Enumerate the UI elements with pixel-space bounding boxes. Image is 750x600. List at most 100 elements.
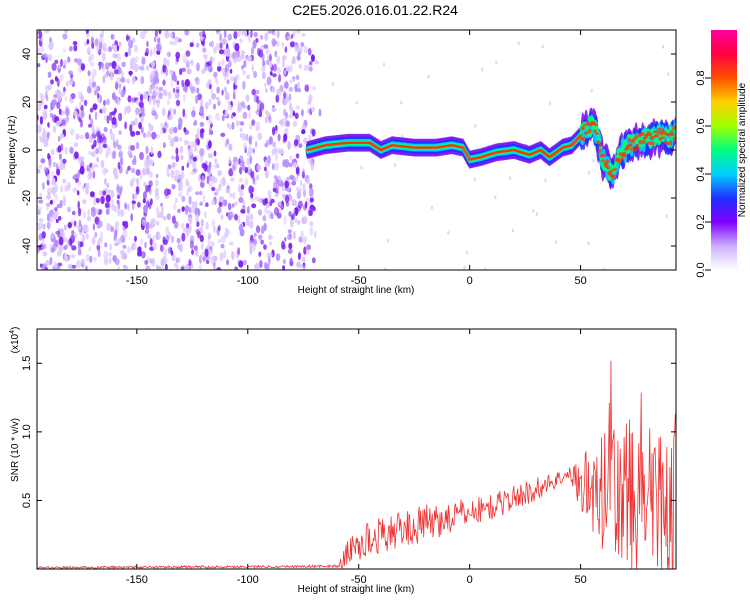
noise-speckle <box>219 33 223 42</box>
noise-speckle <box>287 140 291 150</box>
noise-speckle <box>139 93 144 102</box>
ridge-mark <box>658 136 663 141</box>
noise-speckle <box>661 44 665 49</box>
noise-speckle <box>208 79 212 84</box>
noise-speckle <box>52 213 57 220</box>
noise-speckle <box>200 242 204 250</box>
noise-speckle <box>173 36 179 41</box>
noise-speckle <box>89 62 95 67</box>
noise-speckle <box>131 75 136 85</box>
noise-speckle <box>237 186 242 192</box>
noise-speckle <box>73 142 79 148</box>
noise-speckle <box>308 66 313 72</box>
noise-speckle <box>265 48 270 55</box>
noise-speckle <box>166 51 171 58</box>
noise-speckle <box>78 219 82 227</box>
noise-speckle <box>57 135 61 142</box>
noise-speckle <box>196 87 200 94</box>
noise-speckle <box>247 104 251 111</box>
noise-speckle <box>297 200 303 209</box>
noise-speckle <box>95 197 100 204</box>
noise-speckle <box>242 132 246 137</box>
noise-speckle <box>238 178 244 183</box>
noise-speckle <box>88 135 93 144</box>
noise-speckle <box>292 120 297 127</box>
noise-speckle <box>89 191 95 198</box>
noise-speckle <box>258 251 262 257</box>
noise-speckle <box>126 203 130 212</box>
y-tick-label: 0 <box>21 147 33 153</box>
noise-speckle <box>162 239 168 246</box>
noise-speckle <box>219 42 223 49</box>
noise-speckle <box>112 53 116 59</box>
noise-speckle <box>84 185 90 190</box>
noise-speckle <box>54 90 58 95</box>
noise-speckle <box>108 257 112 265</box>
noise-speckle <box>177 185 183 192</box>
noise-speckle <box>208 181 213 189</box>
noise-speckle <box>109 243 112 251</box>
noise-speckle <box>196 62 200 72</box>
noise-speckle <box>67 56 71 63</box>
noise-speckle <box>355 100 359 105</box>
noise-speckle <box>200 253 203 262</box>
noise-speckle <box>156 99 160 109</box>
noise-speckle <box>155 85 158 91</box>
noise-speckle <box>297 219 301 226</box>
noise-speckle <box>290 41 295 48</box>
noise-speckle <box>113 141 117 149</box>
noise-speckle <box>201 68 206 74</box>
noise-speckle <box>158 266 162 270</box>
noise-speckle <box>603 267 606 270</box>
noise-speckle <box>145 145 149 155</box>
noise-speckle <box>197 230 201 239</box>
noise-speckle <box>176 89 180 93</box>
noise-speckle <box>175 99 181 107</box>
noise-speckle <box>157 37 160 46</box>
noise-speckle <box>102 167 107 176</box>
noise-speckle <box>109 128 113 134</box>
snr-x-ticks: -150 -100 -50 0 50 <box>126 329 587 586</box>
noise-speckle <box>274 153 278 162</box>
noise-speckle <box>300 42 305 47</box>
noise-speckle <box>158 86 164 92</box>
noise-speckle <box>213 103 216 110</box>
noise-speckle <box>116 208 122 217</box>
noise-speckle <box>273 147 278 155</box>
noise-speckle <box>116 185 119 193</box>
noise-speckle <box>100 160 105 168</box>
noise-speckle <box>60 185 63 193</box>
noise-speckle <box>188 258 191 266</box>
noise-speckle <box>110 33 114 40</box>
noise-speckle <box>287 233 292 241</box>
noise-speckle <box>90 209 97 217</box>
x-tick-label: 50 <box>574 574 586 586</box>
noise-speckle <box>180 171 185 180</box>
noise-speckle <box>115 221 118 228</box>
noise-speckle <box>117 161 121 170</box>
noise-speckle <box>92 223 96 231</box>
noise-speckle <box>40 158 46 164</box>
noise-speckle <box>508 176 512 180</box>
noise-speckle <box>150 73 153 78</box>
noise-speckle <box>215 42 221 51</box>
noise-speckle <box>311 257 316 264</box>
noise-speckle <box>248 185 253 194</box>
noise-speckle <box>181 195 186 203</box>
noise-speckle <box>248 34 251 43</box>
noise-speckle <box>187 147 193 156</box>
noise-speckle <box>249 155 253 165</box>
noise-speckle <box>80 110 85 119</box>
noise-speckle <box>51 243 57 252</box>
noise-speckle <box>90 36 94 44</box>
noise-speckle <box>141 127 144 134</box>
noise-speckle <box>47 187 52 195</box>
noise-speckle <box>232 163 237 171</box>
noise-speckle <box>104 177 107 185</box>
noise-speckle <box>262 215 267 222</box>
noise-speckle <box>222 179 227 186</box>
noise-speckle <box>67 263 73 270</box>
noise-speckle <box>223 71 228 81</box>
noise-speckle <box>85 253 90 262</box>
noise-speckle <box>120 249 125 256</box>
